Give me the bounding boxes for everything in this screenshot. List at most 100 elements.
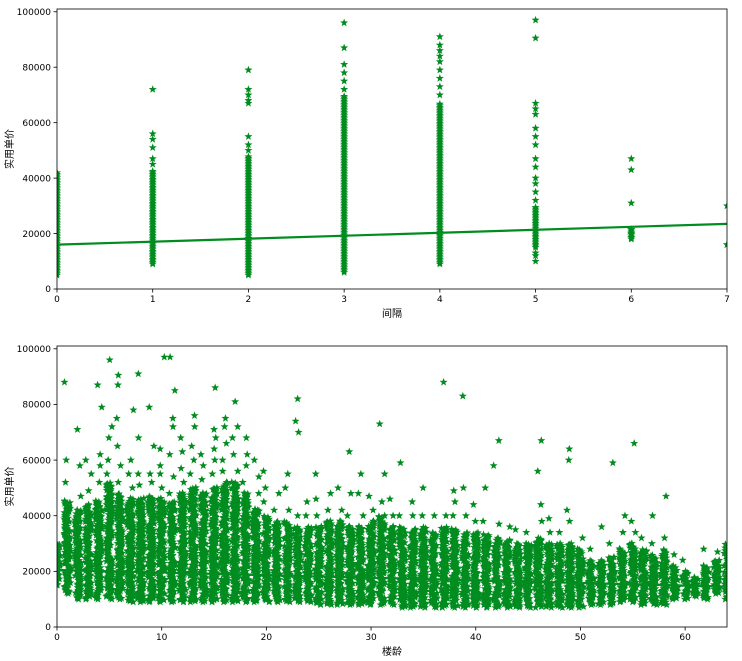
data-point [531, 187, 540, 196]
data-point [124, 469, 133, 478]
dense-points [520, 539, 536, 611]
dense-points [340, 92, 349, 276]
dense-points [405, 525, 421, 611]
y-tick-label: 80000 [22, 401, 51, 411]
y-tick-label: 40000 [22, 174, 51, 184]
dense-points [217, 478, 232, 606]
data-point [531, 154, 540, 163]
dense-points [541, 539, 557, 611]
data-point [242, 461, 251, 470]
data-point [334, 483, 343, 492]
data-point [218, 467, 227, 475]
data-point [75, 461, 84, 470]
data-point [87, 469, 96, 478]
dense-points [384, 522, 400, 609]
data-point [149, 441, 158, 450]
data-point [578, 533, 587, 542]
data-point [565, 444, 574, 453]
dense-points [531, 534, 546, 611]
data-point [459, 483, 468, 492]
data-point [146, 469, 155, 478]
scatter-column-59 [667, 550, 682, 603]
data-point [531, 162, 540, 171]
data-point [156, 469, 165, 478]
data-point [62, 455, 71, 464]
data-point [196, 450, 205, 458]
dense-points [374, 511, 389, 609]
dense-points [322, 516, 337, 609]
y-axis-label: 实用单价 [3, 129, 16, 169]
data-point [435, 40, 444, 49]
x-tick-label: 3 [341, 295, 347, 305]
data-point [627, 517, 636, 525]
data-point [620, 511, 629, 520]
data-point [511, 525, 520, 534]
data-point [211, 383, 220, 392]
dense-points [102, 478, 117, 603]
data-point [312, 511, 321, 520]
scatter-column-7 [723, 201, 727, 249]
data-point [129, 405, 138, 414]
data-point [160, 352, 169, 361]
scatter-column-5 [102, 355, 117, 603]
scatter-column-32 [384, 494, 400, 609]
data-point [284, 505, 293, 514]
data-point [233, 467, 242, 475]
data-point [112, 414, 121, 422]
data-point [356, 469, 365, 478]
data-point [96, 450, 105, 458]
dense-points [479, 530, 494, 611]
data-point [395, 511, 404, 520]
data-point [73, 425, 82, 433]
data-point [660, 533, 669, 542]
data-point [419, 483, 428, 492]
scatter-column-42 [489, 436, 504, 611]
data-point [537, 517, 546, 525]
data-point [61, 478, 70, 486]
data-point [145, 403, 154, 411]
dense-points [698, 561, 714, 603]
data-point [244, 96, 253, 104]
data-point [126, 455, 135, 464]
scatter-chart-building-age: 0 10 20 30 40 50 60 0 20000 40000 60000 80000 100000… [3, 345, 728, 658]
data-point [102, 469, 111, 478]
data-point [270, 505, 279, 514]
data-point [435, 51, 444, 60]
scatter-column-19 [248, 455, 264, 606]
data-point [618, 528, 627, 536]
data-point [449, 511, 458, 520]
scatter-column-25 [311, 469, 326, 609]
data-point [243, 450, 252, 458]
data-point [113, 380, 122, 389]
x-tick-label: 50 [575, 633, 587, 643]
data-point [494, 436, 503, 444]
data-point [531, 99, 540, 107]
scatter-column-37 [437, 377, 452, 611]
scatter-column-16 [217, 414, 232, 606]
dense-points [269, 517, 285, 606]
data-point [544, 514, 553, 522]
dense-points [435, 99, 444, 268]
data-point [148, 154, 157, 163]
x-tick-label: 4 [437, 295, 443, 305]
data-point [302, 511, 310, 520]
scatter-column-1 [148, 85, 157, 268]
data-point [531, 110, 540, 118]
dense-points [301, 523, 316, 606]
scatter-column-44 [510, 525, 525, 611]
data-point [170, 386, 179, 394]
y-tick-label: 20000 [22, 230, 51, 240]
data-point [546, 528, 555, 536]
dense-points [353, 522, 368, 609]
data-point [177, 464, 186, 472]
scatter-column-12 [175, 433, 190, 606]
scatter-column-36 [426, 511, 442, 611]
data-point [439, 377, 448, 386]
x-tick-label: 60 [679, 633, 691, 643]
data-point [461, 511, 470, 520]
data-point [259, 497, 268, 506]
data-point [435, 32, 444, 41]
data-point [343, 511, 352, 520]
x-tick-label: 1 [150, 295, 156, 305]
data-point [189, 455, 198, 464]
